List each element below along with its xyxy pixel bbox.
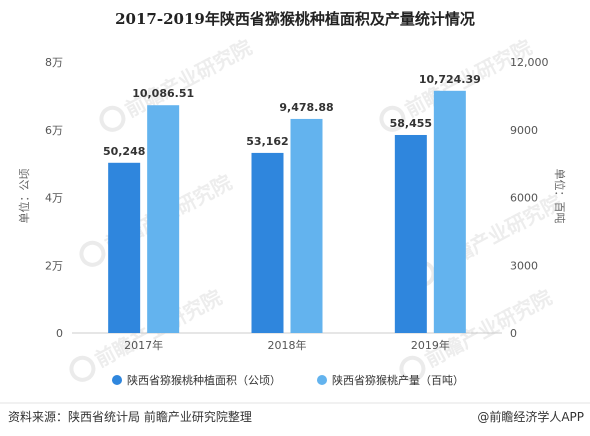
x-tick-label: 2018年: [268, 338, 307, 352]
watermark-3: 前瞻产业研究院: [409, 190, 566, 287]
y-right-ticks: 0 3000 6000 9000 12,000: [510, 56, 549, 340]
bar-area-2[interactable]: [251, 152, 284, 333]
y-left-tick-label: 0: [56, 327, 63, 340]
y-left-tick-label: 6万: [45, 124, 63, 137]
bar-production-1[interactable]: [147, 105, 180, 333]
bars: [108, 90, 466, 333]
bar-production-3[interactable]: [433, 90, 466, 333]
data-label-production-2: 9,478.88: [279, 101, 333, 114]
brand-credit: @前瞻经济学人APP: [477, 409, 584, 424]
watermark-4: 前瞻产业研究院: [69, 285, 226, 382]
data-label-area-3: 58,455: [390, 117, 432, 130]
y-left-ticks: 0 2万 4万 6万 8万: [45, 56, 63, 340]
legend-item-production[interactable]: 陕西省猕猴桃产量（百吨）: [317, 373, 464, 387]
watermark-logo-icon: [69, 355, 96, 382]
watermark-logo-icon: [79, 240, 106, 267]
data-label-production-3: 10,724.39: [419, 73, 481, 86]
source-note: 资料来源：陕西省统计局 前瞻产业研究院整理: [8, 409, 252, 424]
legend-item-area[interactable]: 陕西省猕猴桃种植面积（公顷）: [112, 373, 281, 387]
legend-label-area: 陕西省猕猴桃种植面积（公顷）: [127, 373, 281, 387]
y-right-tick-label: 0: [510, 327, 517, 340]
y-left-tick-label: 8万: [45, 56, 63, 69]
y-left-axis-title: 单位：公顷: [17, 169, 31, 224]
y-right-tick-label: 12,000: [510, 56, 549, 69]
y-right-axis-title: 单位：百吨: [553, 169, 567, 224]
data-label-area-1: 50,248: [103, 145, 145, 158]
watermark-text: 前瞻产业研究院: [121, 35, 256, 122]
data-label-area-2: 53,162: [246, 135, 288, 148]
chart-title: 2017-2019年陕西省猕猴桃种植面积及产量统计情况: [115, 10, 475, 28]
y-left-tick-label: 4万: [45, 192, 63, 205]
x-tick-label: 2017年: [124, 338, 163, 352]
y-right-tick-label: 6000: [510, 192, 538, 205]
x-ticks: 2017年 2018年 2019年: [124, 338, 450, 352]
x-tick-label: 2019年: [411, 338, 450, 352]
legend: 陕西省猕猴桃种植面积（公顷） 陕西省猕猴桃产量（百吨）: [112, 373, 464, 387]
bar-labels: 50,248 10,086.51 53,162 9,478.88 58,455 10,72…: [103, 73, 481, 158]
y-left-tick-label: 2万: [45, 259, 63, 272]
bar-production-2[interactable]: [290, 118, 323, 333]
y-right-tick-label: 3000: [510, 259, 538, 272]
data-label-production-1: 10,086.51: [132, 87, 194, 100]
legend-label-production: 陕西省猕猴桃产量（百吨）: [332, 373, 464, 387]
bar-area-1[interactable]: [108, 162, 141, 333]
watermark-logo-icon: [399, 355, 426, 382]
y-right-tick-label: 9000: [510, 124, 538, 137]
watermark-logo-icon: [99, 105, 126, 132]
legend-marker-production: [317, 375, 327, 385]
bar-area-3[interactable]: [394, 134, 427, 333]
legend-marker-area: [112, 375, 122, 385]
watermark-logo-icon: [379, 105, 406, 132]
